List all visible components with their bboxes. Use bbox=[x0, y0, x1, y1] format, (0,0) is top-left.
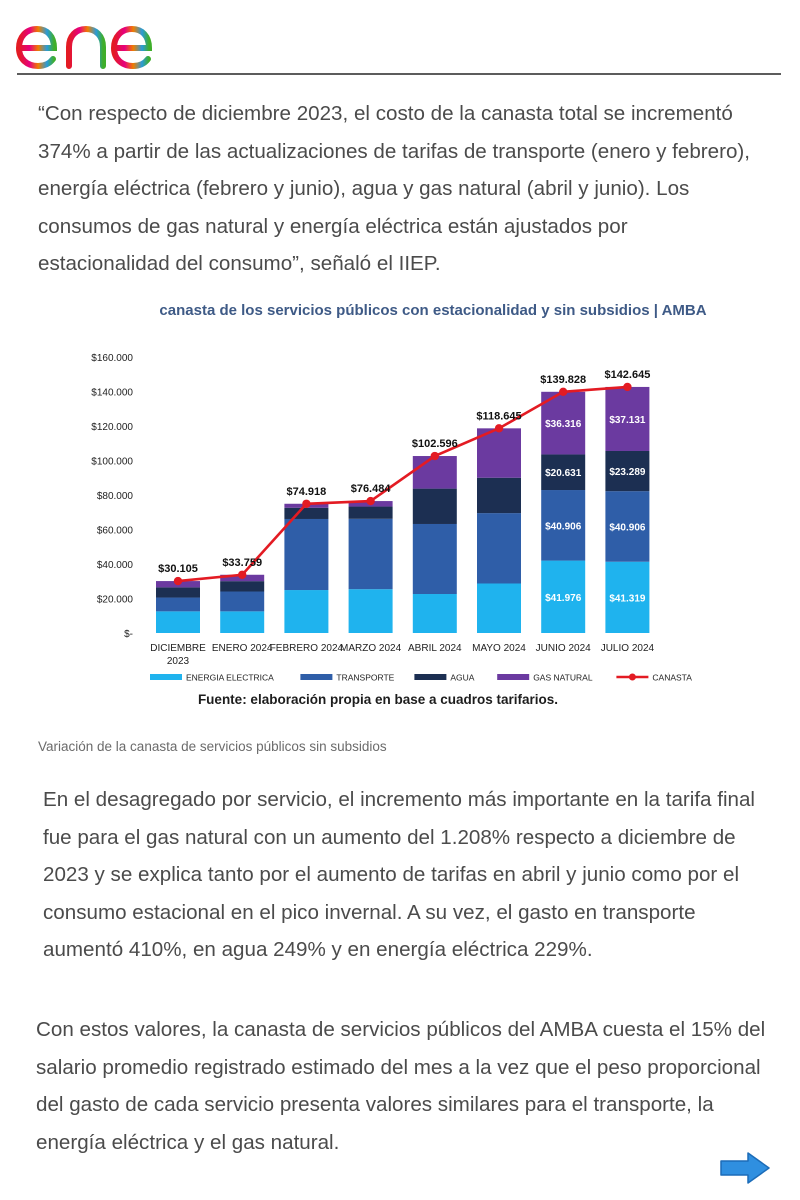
bar-segment-transporte bbox=[284, 518, 329, 591]
legend-swatch bbox=[497, 674, 530, 680]
x-tick-label: DICIEMBRE bbox=[150, 643, 206, 654]
x-tick-label: JULIO 2024 bbox=[601, 643, 655, 654]
article-paragraph-1: “Con respecto de diciembre 2023, el cost… bbox=[38, 102, 751, 275]
y-tick-label: $- bbox=[124, 629, 133, 640]
article-paragraph-2: En el desagregado por servicio, el incre… bbox=[43, 788, 756, 961]
bar-segment-agua bbox=[541, 454, 586, 491]
stacked-bar-chart: $- $20.000 $40.000 $60.000 $80.000 $100.000 $1… bbox=[91, 353, 692, 683]
legend-marker bbox=[628, 673, 636, 681]
canasta-line bbox=[177, 385, 628, 583]
canasta-point bbox=[302, 499, 311, 508]
legend-label: TRANSPORTE bbox=[336, 673, 394, 683]
bar-segment-gas-natural bbox=[605, 386, 650, 451]
bar-segment-transporte bbox=[348, 518, 393, 590]
bar-data-label: $41.319 bbox=[609, 593, 646, 604]
x-tick-label: 2023 bbox=[167, 656, 190, 667]
canasta-point bbox=[238, 570, 247, 579]
image-caption: Variación de la canasta de servicios púb… bbox=[38, 739, 387, 754]
y-tick-label: $60.000 bbox=[97, 526, 134, 537]
bar-segment-transporte bbox=[477, 513, 521, 584]
y-tick-label: $20.000 bbox=[97, 595, 134, 606]
canasta-point bbox=[623, 382, 632, 392]
bar-segment-energia-electrica bbox=[477, 583, 521, 633]
enel-logo[interactable] bbox=[14, 8, 184, 70]
x-tick-label: FEBRERO 2024 bbox=[270, 643, 344, 654]
bar-segment-agua bbox=[156, 587, 200, 598]
legend-swatch bbox=[300, 674, 333, 680]
chart-container: $- $20.000 $40.000 $60.000 $80.000 $100.000 $1… bbox=[0, 330, 800, 720]
x-tick-label: ABRIL 2024 bbox=[408, 643, 462, 654]
bar-data-label: $36.316 bbox=[545, 419, 582, 430]
canasta-point bbox=[366, 496, 375, 506]
legend-label: AGUA bbox=[450, 673, 474, 683]
bar-data-label: $23.289 bbox=[609, 467, 646, 478]
y-tick-label: $120.000 bbox=[91, 422, 133, 433]
x-tick-label: MARZO 2024 bbox=[340, 643, 402, 654]
bar-segment-energia-electrica bbox=[605, 561, 650, 633]
chart-source: Fuente: elaboración propia en base a cua… bbox=[197, 692, 559, 707]
y-tick-label: $100.000 bbox=[91, 457, 133, 468]
bar-segment-energia-electrica bbox=[284, 590, 329, 633]
bar-segment-agua bbox=[477, 477, 521, 514]
canasta-point bbox=[173, 576, 183, 586]
header-divider bbox=[17, 73, 781, 75]
bar-segment-energia-electrica bbox=[412, 594, 457, 633]
legend-label: GAS NATURAL bbox=[533, 673, 593, 683]
canasta-data-label: $76.484 bbox=[351, 483, 392, 495]
bar-segment-energia-electrica bbox=[541, 560, 586, 633]
bar-data-label: $40.906 bbox=[609, 522, 646, 533]
legend-label: CANASTA bbox=[652, 673, 692, 683]
bar-segment-energia-electrica bbox=[348, 589, 393, 633]
x-tick-label: JUNIO 2024 bbox=[536, 643, 591, 654]
canasta-data-label: $118.645 bbox=[476, 410, 521, 422]
bar-segment-agua bbox=[348, 506, 393, 519]
bar-data-label: $40.906 bbox=[545, 521, 582, 532]
arrow-right-icon[interactable] bbox=[718, 1150, 772, 1186]
y-tick-label: $80.000 bbox=[97, 491, 134, 502]
bar-segment-transporte bbox=[605, 491, 650, 562]
chart-title: canasta de los servicios públicos con es… bbox=[159, 302, 707, 319]
y-tick-label: $40.000 bbox=[97, 560, 134, 571]
bar-segment-agua bbox=[220, 581, 265, 592]
article-paragraph-3: Con estos valores, la canasta de servici… bbox=[36, 1018, 766, 1154]
bar-segment-transporte bbox=[412, 523, 457, 595]
x-tick-label: MAYO 2024 bbox=[472, 643, 526, 654]
y-tick-label: $160.000 bbox=[91, 353, 133, 364]
bar-segment-energia-electrica bbox=[156, 611, 200, 633]
bar-segment-energia-electrica bbox=[220, 611, 265, 633]
bar-segment-transporte bbox=[541, 490, 586, 561]
bar-segment-transporte bbox=[156, 597, 200, 612]
canasta-data-label: $139.828 bbox=[540, 374, 586, 386]
bar-data-label: $20.631 bbox=[545, 468, 582, 479]
canasta-point bbox=[430, 451, 439, 461]
canasta-point bbox=[559, 387, 568, 396]
site-header bbox=[0, 0, 800, 76]
canasta-data-label: $30.105 bbox=[158, 563, 198, 575]
bar-segment-gas-natural bbox=[477, 428, 521, 478]
x-tick-label: ENERO 2024 bbox=[212, 643, 273, 654]
y-tick-label: $140.000 bbox=[91, 388, 133, 399]
legend-swatch bbox=[414, 674, 447, 680]
legend-label: ENERGIA ELECTRICA bbox=[186, 673, 274, 683]
bar-segment-agua bbox=[412, 488, 457, 524]
canasta-data-label: $142.645 bbox=[604, 369, 650, 381]
canasta-data-label: $102.596 bbox=[412, 438, 458, 450]
bar-segment-gas-natural bbox=[412, 456, 457, 489]
bar-segment-transporte bbox=[220, 591, 265, 612]
bar-segment-agua bbox=[605, 450, 650, 492]
canasta-data-label: $74.918 bbox=[287, 486, 327, 498]
canasta-point bbox=[494, 424, 504, 433]
legend-swatch bbox=[150, 674, 182, 680]
bar-data-label: $37.131 bbox=[609, 415, 646, 426]
bar-segment-gas-natural bbox=[541, 391, 586, 455]
canasta-data-label: $33.759 bbox=[222, 557, 262, 569]
bar-segment-agua bbox=[284, 507, 329, 519]
bar-data-label: $41.976 bbox=[545, 593, 582, 604]
